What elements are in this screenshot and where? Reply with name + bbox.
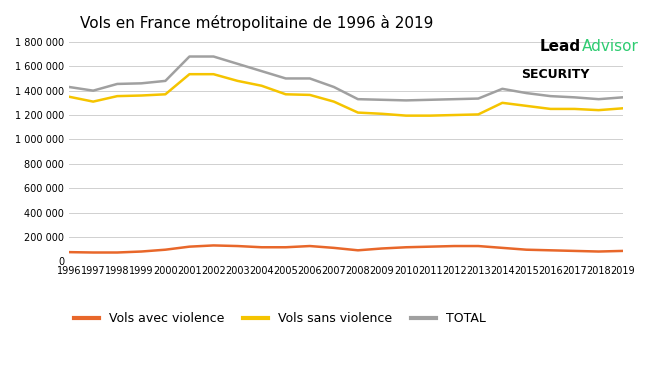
Text: SECURITY: SECURITY — [521, 68, 590, 81]
Text: Vols en France métropolitaine de 1996 à 2019: Vols en France métropolitaine de 1996 à … — [80, 15, 434, 31]
Text: Lead: Lead — [540, 39, 580, 54]
Text: Advisor: Advisor — [582, 39, 638, 54]
Legend: Vols avec violence, Vols sans violence, TOTAL: Vols avec violence, Vols sans violence, … — [68, 307, 490, 330]
